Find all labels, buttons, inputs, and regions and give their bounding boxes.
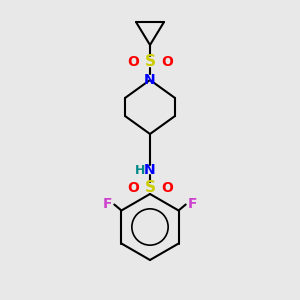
Text: F: F [188,196,197,211]
Text: H: H [135,164,145,176]
Text: O: O [127,181,139,195]
Text: N: N [144,163,156,177]
Text: O: O [161,181,173,195]
Text: N: N [144,73,156,87]
Text: F: F [103,196,112,211]
Text: S: S [145,55,155,70]
Text: O: O [127,55,139,69]
Text: O: O [161,55,173,69]
Text: S: S [145,181,155,196]
